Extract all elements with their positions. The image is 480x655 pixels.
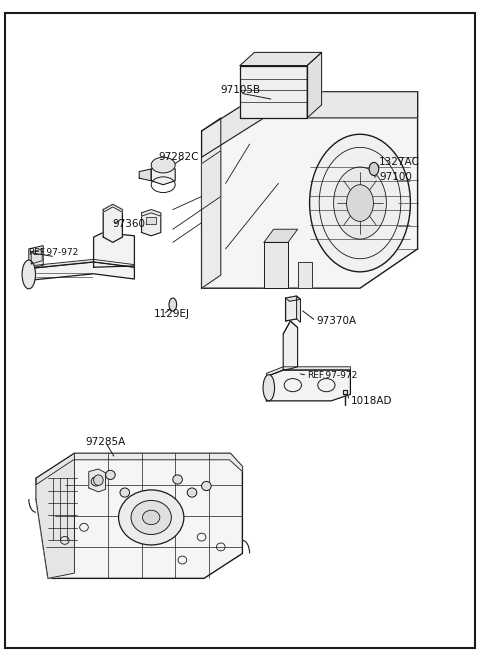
Polygon shape [286, 296, 300, 301]
Polygon shape [151, 165, 175, 185]
Ellipse shape [334, 167, 386, 239]
Polygon shape [286, 296, 297, 321]
Polygon shape [103, 204, 122, 242]
Polygon shape [264, 242, 288, 288]
Ellipse shape [120, 488, 130, 497]
Ellipse shape [202, 481, 211, 491]
Polygon shape [202, 118, 221, 288]
Ellipse shape [187, 488, 197, 497]
Polygon shape [36, 453, 242, 578]
Polygon shape [297, 296, 300, 322]
Ellipse shape [131, 500, 171, 534]
Polygon shape [103, 204, 122, 212]
Polygon shape [343, 390, 347, 394]
Polygon shape [202, 92, 418, 157]
Polygon shape [29, 262, 134, 280]
Polygon shape [29, 246, 43, 269]
Polygon shape [240, 52, 322, 66]
Polygon shape [36, 453, 242, 485]
Ellipse shape [169, 298, 177, 311]
Ellipse shape [151, 157, 175, 173]
Polygon shape [29, 259, 134, 269]
Ellipse shape [94, 475, 103, 485]
Text: 97282C: 97282C [158, 152, 199, 162]
Polygon shape [94, 233, 134, 267]
Polygon shape [36, 453, 74, 578]
Ellipse shape [347, 185, 373, 221]
Polygon shape [89, 469, 106, 492]
Ellipse shape [310, 134, 410, 272]
Polygon shape [283, 321, 298, 370]
Ellipse shape [173, 475, 182, 484]
Text: 1129EJ: 1129EJ [154, 309, 190, 320]
Polygon shape [298, 262, 312, 288]
Polygon shape [266, 370, 350, 401]
Ellipse shape [106, 470, 115, 479]
Polygon shape [31, 249, 42, 264]
Polygon shape [266, 367, 350, 377]
Polygon shape [139, 169, 151, 181]
Text: REF.97-972: REF.97-972 [307, 371, 358, 380]
Text: 97285A: 97285A [85, 437, 126, 447]
Ellipse shape [369, 162, 379, 176]
Polygon shape [264, 229, 298, 242]
Polygon shape [307, 52, 322, 118]
Polygon shape [142, 210, 161, 236]
Polygon shape [202, 92, 418, 288]
Polygon shape [146, 217, 156, 224]
Ellipse shape [143, 510, 160, 525]
Text: 1327AC: 1327AC [379, 157, 420, 168]
Ellipse shape [263, 375, 275, 401]
Text: 97370A: 97370A [317, 316, 357, 326]
Text: 97100: 97100 [379, 172, 412, 182]
Ellipse shape [22, 260, 36, 289]
Ellipse shape [119, 490, 184, 545]
Text: REF.97-972: REF.97-972 [28, 248, 78, 257]
Text: 97105B: 97105B [220, 85, 260, 96]
Text: 97360: 97360 [113, 219, 146, 229]
Polygon shape [240, 66, 307, 118]
Text: 1018AD: 1018AD [350, 396, 392, 406]
Polygon shape [202, 151, 221, 210]
Ellipse shape [91, 477, 101, 486]
Polygon shape [142, 210, 161, 216]
